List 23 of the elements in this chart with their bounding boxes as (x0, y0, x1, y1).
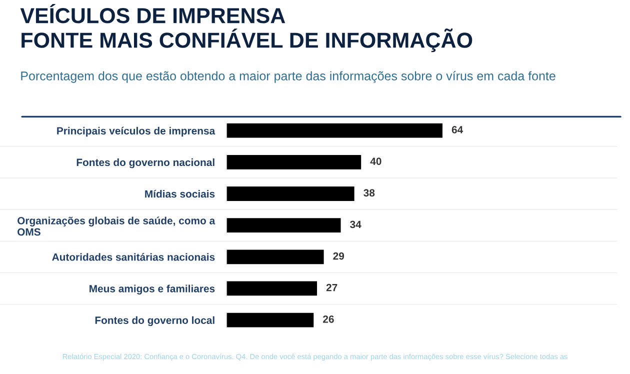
data-label: 34 (350, 220, 362, 228)
y-tick-label: Autoridades sanitárias nacionais (52, 253, 215, 261)
bar (226, 154, 362, 171)
y-tick-label: Mídias sociais (145, 190, 215, 198)
y-tick-label: Fontes do governo nacional (76, 158, 214, 168)
y-tick-label: Organizações globais de saúde, como a OMS (18, 216, 216, 236)
bar (226, 122, 444, 140)
y-tick-label: Principais veículos de imprensa (57, 126, 216, 137)
data-label: 26 (323, 315, 334, 323)
data-label: 27 (326, 284, 338, 292)
y-tick-label: Meus amigos e familiares (90, 284, 215, 294)
data-label: 40 (370, 158, 382, 165)
bar (226, 248, 326, 266)
bar (226, 216, 342, 234)
chart-title: VEÍCULOS DE IMPRENSA FONTE MAIS CONFIÁVEL DE INFORMAÇÃO (20, 4, 472, 52)
data-label: 29 (333, 252, 344, 260)
y-tick-label: Fontes do governo local (95, 316, 214, 326)
bar (226, 311, 316, 329)
bar (226, 280, 318, 298)
chart-subtitle: Porcentagem dos que estão obtendo a maior parte das informações sobre o vírus em cada fonte (21, 71, 556, 83)
data-label: 38 (364, 189, 375, 197)
data-label: 64 (452, 126, 464, 134)
bar (226, 185, 356, 202)
